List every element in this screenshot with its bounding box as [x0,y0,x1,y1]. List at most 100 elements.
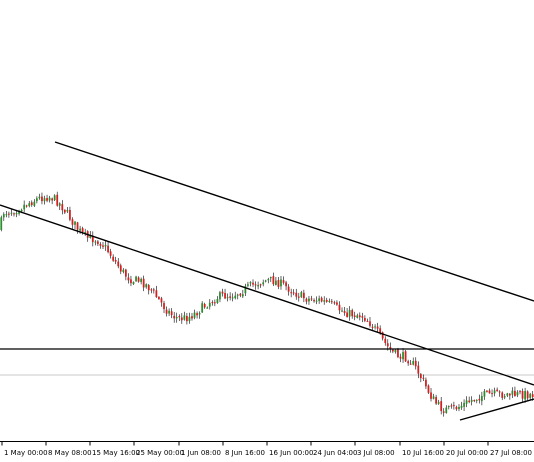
candle-bearish [361,316,364,318]
candle-bearish [313,300,315,302]
candle-bearish [338,304,341,311]
candle-bearish [508,393,511,396]
candle-bearish [252,282,254,285]
candle-bearish [160,298,163,303]
candle-bearish [112,256,115,261]
candle-bullish [188,316,191,322]
candle-bullish [89,235,92,238]
candle-bearish [389,346,392,350]
candle-bearish [379,328,382,333]
candle-bearish [473,400,476,402]
candle-bullish [465,400,468,404]
candle-bullish [0,217,3,230]
candle-bearish [455,406,458,410]
candle-bullish [529,393,532,398]
candle-bullish [463,402,465,407]
candle-bearish [224,293,226,299]
x-tick-label: 10 Jul 16:00 [402,449,444,457]
x-tick-label: 16 Jun 00:00 [269,449,313,457]
candle-bearish [102,245,104,247]
candle-bullish [262,282,265,285]
candle-bullish [458,406,460,410]
candle-bearish [498,391,501,393]
candle-bearish [391,349,394,352]
candle-bearish [287,286,290,292]
candle-bearish [346,312,348,317]
candle-bullish [33,201,36,206]
candle-bearish [496,389,499,392]
candle-bearish [366,320,369,322]
candle-bullish [66,210,69,212]
candle-bearish [173,315,176,319]
candle-bearish [419,374,422,379]
candle-bearish [137,277,140,282]
candle-bearish [239,293,242,296]
candle-bullish [470,399,473,402]
candle-bearish [107,245,109,253]
candle-bearish [99,243,102,246]
candle-bullish [445,407,448,414]
candle-bullish [219,292,221,300]
candle-bullish [402,352,404,360]
candle-bearish [109,251,112,256]
candle-bearish [178,316,181,318]
candle-bearish [488,390,491,394]
candle-bearish [61,204,64,211]
candle-bearish [127,277,130,281]
candle-bearish [163,303,165,310]
candle-bullish [323,300,326,302]
candle-bearish [213,302,216,304]
candle-bearish [384,338,387,344]
candle-bullish [35,198,38,202]
candle-bearish [25,205,28,207]
candle-bullish [10,212,13,214]
candle-bearish [526,391,529,399]
candle-bearish [358,315,361,318]
candle-bullish [348,310,351,317]
x-tick-label: 8 Jun 16:00 [225,449,265,457]
candle-bearish [450,405,453,407]
candle-bullish [506,393,509,396]
candle-bearish [521,391,524,399]
candle-bearish [150,289,153,291]
candle-bearish [147,285,150,291]
candle-bearish [152,289,155,291]
candle-bullish [140,278,143,283]
candle-bearish [41,196,43,202]
support-rising-line[interactable] [459,398,534,421]
candle-bearish [297,296,300,298]
candle-bearish [30,202,33,206]
candle-bullish [475,399,478,401]
candle-bearish [130,279,132,284]
candle-bearish [343,311,346,313]
candle-bullish [168,310,170,314]
candle-bearish [330,301,333,303]
candle-bullish [244,286,247,294]
candle-bearish [417,365,420,374]
candle-bullish [483,390,486,397]
candle-bullish [28,203,31,207]
candle-bullish [341,310,343,312]
candle-bearish [310,298,313,300]
candle-bullish [193,312,196,318]
candle-bearish [440,401,443,412]
candle-bearish [117,261,120,267]
candle-bearish [13,213,15,215]
candle-bearish [409,363,412,365]
candles-group [0,191,534,417]
x-tick-label: 1 May 00:00 [4,449,48,457]
candle-bullish [132,282,135,284]
channel-upper-trendline[interactable] [54,141,534,302]
candle-bearish [442,411,445,413]
candle-bearish [282,280,285,283]
candle-bearish [478,398,481,401]
candle-bullish [38,196,41,199]
channel-lower-trendline[interactable] [0,204,534,386]
x-tick-label: 20 Jul 00:00 [446,449,488,457]
candle-bearish [285,282,287,287]
candle-bullish [308,298,310,302]
candle-bearish [422,377,425,379]
candle-bearish [221,291,224,294]
x-tick-label: 3 Jul 08:00 [357,449,395,457]
candle-bullish [328,300,331,302]
